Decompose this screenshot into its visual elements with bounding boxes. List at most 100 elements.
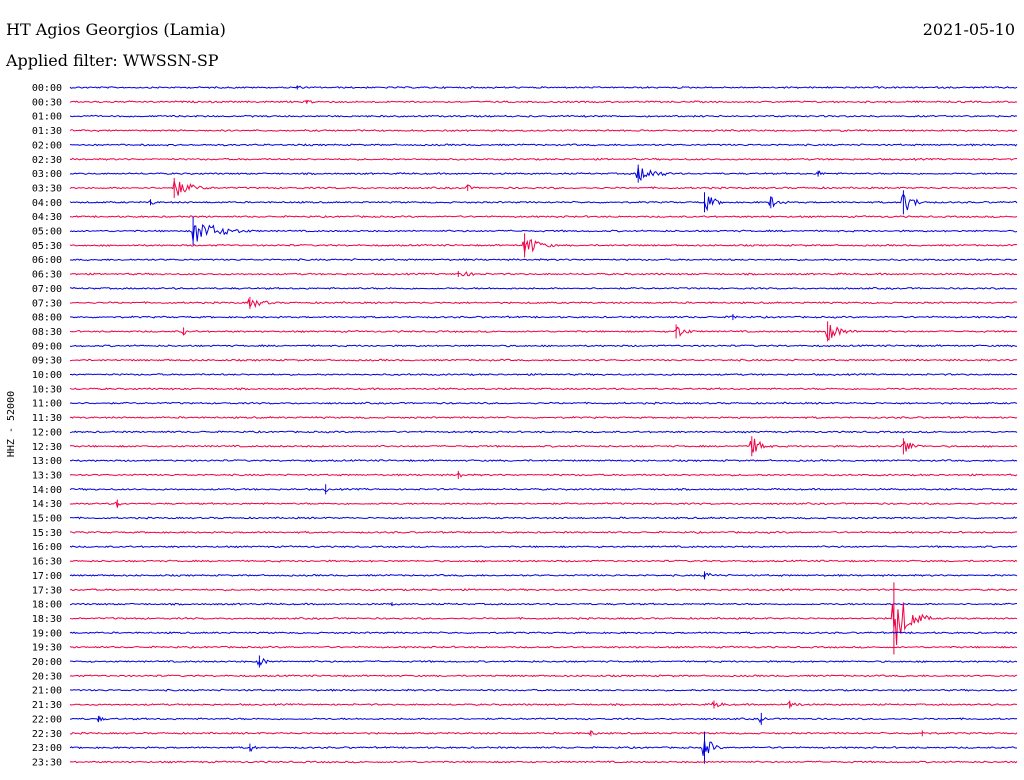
- trace-line: [69, 238, 1018, 253]
- row-time-label: 08:30: [32, 327, 62, 338]
- row-time-label: 16:00: [32, 542, 62, 553]
- trace-line: [69, 545, 1018, 549]
- trace-line: [69, 430, 1018, 434]
- trace-line: [69, 271, 1018, 277]
- trace-line: [69, 472, 1018, 478]
- row-time-label: 00:00: [32, 83, 62, 94]
- row-time-label: 12:30: [32, 442, 62, 453]
- trace-line: [69, 372, 1018, 377]
- row-time-label: 02:00: [32, 140, 62, 151]
- trace-line: [69, 602, 1018, 606]
- trace-line: [70, 730, 1018, 736]
- trace-line: [69, 344, 1018, 348]
- trace-line: [69, 181, 1018, 196]
- trace-line: [69, 715, 1018, 724]
- trace-line: [69, 114, 1018, 118]
- trace-line: [69, 559, 1018, 563]
- trace-line: [69, 602, 1018, 646]
- row-time-label: 01:30: [32, 126, 62, 137]
- trace-line: [69, 401, 1018, 405]
- row-time-label: 00:30: [32, 97, 62, 108]
- row-time-label: 11:30: [32, 413, 62, 424]
- station-title: HT Agios Georgios (Lamia): [6, 20, 226, 39]
- trace-line: [69, 487, 1018, 493]
- trace-line: [69, 85, 1018, 90]
- row-time-label: 09:30: [32, 356, 62, 367]
- y-axis-label: HHZ - 52000: [6, 391, 17, 457]
- trace-line: [69, 438, 1018, 453]
- trace-line: [69, 631, 1018, 635]
- row-time-label: 18:00: [32, 600, 62, 611]
- trace-line: [69, 193, 1018, 212]
- row-time-label: 20:30: [32, 671, 62, 682]
- trace-line: [69, 645, 1018, 649]
- row-time-label: 07:00: [32, 284, 62, 295]
- trace-line: [69, 572, 1018, 579]
- row-time-label: 04:30: [32, 212, 62, 223]
- row-time-label: 17:00: [32, 571, 62, 582]
- row-time-label: 10:30: [32, 384, 62, 395]
- trace-line: [70, 516, 1018, 520]
- row-time-label: 06:30: [32, 270, 62, 281]
- row-time-label: 19:30: [32, 643, 62, 654]
- trace-line: [69, 501, 1018, 509]
- row-time-label: 23:00: [32, 743, 62, 754]
- trace-line: [69, 324, 1018, 341]
- trace-line: [69, 128, 1018, 133]
- row-time-label: 03:00: [32, 169, 62, 180]
- trace-line: [69, 223, 1018, 242]
- row-time-label: 15:30: [32, 528, 62, 539]
- row-time-label: 04:00: [32, 198, 62, 209]
- trace-line: [69, 258, 1018, 262]
- trace-line: [70, 657, 1018, 666]
- trace-line: [69, 297, 1018, 309]
- trace-line: [70, 530, 1017, 534]
- row-time-label: 09:00: [32, 341, 62, 352]
- row-time-label: 08:00: [32, 313, 62, 324]
- trace-line: [69, 215, 1018, 219]
- row-time-label: 07:30: [32, 298, 62, 309]
- row-time-label: 19:00: [32, 628, 62, 639]
- row-time-label: 03:30: [32, 183, 62, 194]
- trace-line: [69, 358, 1018, 362]
- row-time-label: 20:00: [32, 657, 62, 668]
- trace-line: [69, 99, 1018, 104]
- row-time-label: 02:30: [32, 155, 62, 166]
- row-time-label: 14:00: [32, 485, 62, 496]
- row-time-label: 17:30: [32, 585, 62, 596]
- trace-line: [69, 674, 1018, 678]
- trace-line: [69, 315, 1018, 319]
- row-time-label: 12:00: [32, 427, 62, 438]
- trace-line: [69, 286, 1018, 290]
- row-time-label: 10:00: [32, 370, 62, 381]
- date-label: 2021-05-10: [922, 20, 1015, 39]
- row-time-label: 05:00: [32, 227, 62, 238]
- trace-line: [69, 588, 1018, 592]
- trace-line: [69, 387, 1017, 391]
- row-time-label: 16:30: [32, 557, 62, 568]
- filter-label: Applied filter: WWSSN-SP: [6, 51, 219, 70]
- row-time-label: 21:00: [32, 686, 62, 697]
- trace-line: [69, 459, 1018, 463]
- trace-line: [69, 157, 1018, 161]
- trace-line: [69, 701, 1017, 708]
- trace-line: [69, 415, 1018, 420]
- row-time-label: 13:00: [32, 456, 62, 467]
- row-time-label: 06:00: [32, 255, 62, 266]
- row-time-label: 21:30: [32, 700, 62, 711]
- row-time-label: 01:00: [32, 112, 62, 123]
- row-time-label: 22:00: [32, 714, 62, 725]
- trace-line: [69, 167, 1018, 182]
- trace-line: [69, 740, 1017, 756]
- trace-line: [69, 143, 1018, 147]
- row-time-label: 11:00: [32, 399, 62, 410]
- row-time-label: 14:30: [32, 499, 62, 510]
- trace-line: [69, 760, 1018, 764]
- row-time-label: 13:30: [32, 470, 62, 481]
- row-time-label: 18:30: [32, 614, 62, 625]
- row-time-label: 05:30: [32, 241, 62, 252]
- row-time-label: 22:30: [32, 729, 62, 740]
- row-time-label: 23:30: [32, 757, 62, 768]
- row-time-label: 15:00: [32, 514, 62, 525]
